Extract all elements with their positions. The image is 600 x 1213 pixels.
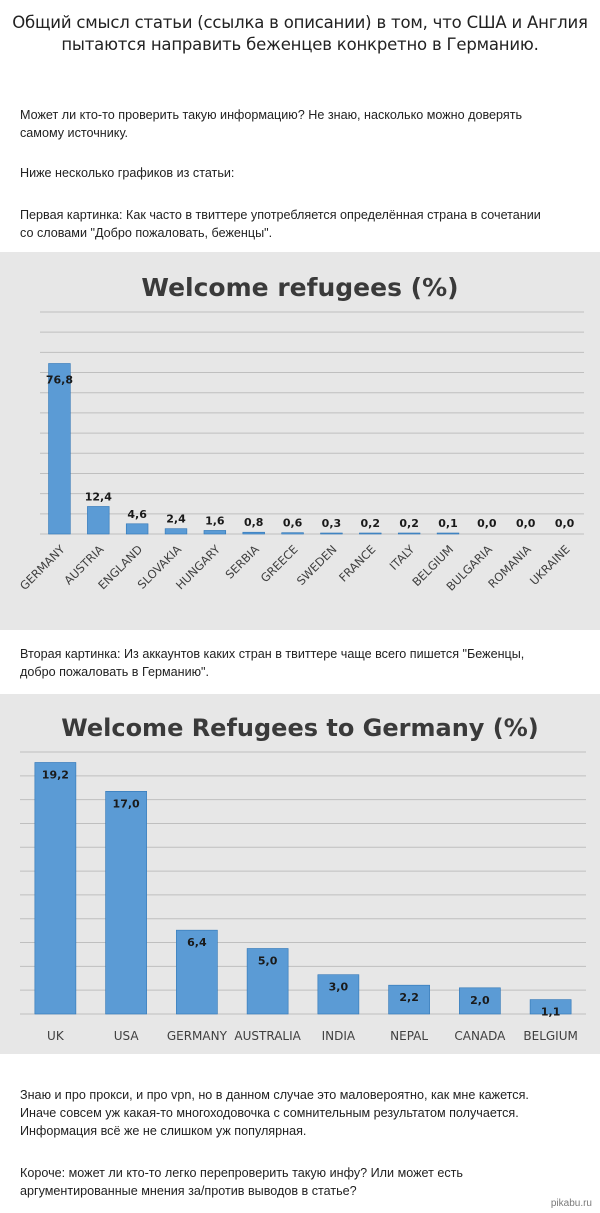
chart2-data-label-nepal: 2,2 bbox=[399, 991, 419, 1004]
chart2-tick-label-usa: USA bbox=[114, 1029, 140, 1043]
chart2-data-label-australia: 5,0 bbox=[258, 955, 278, 968]
chart2-bar-belgium bbox=[529, 999, 572, 1015]
watermark: pikabu.ru bbox=[550, 1198, 592, 1209]
chart2-bar-uk bbox=[34, 762, 77, 1015]
chart2-tick-label-uk: UK bbox=[47, 1029, 65, 1043]
chart2-bar-germany bbox=[176, 929, 218, 1015]
chart1-data-label-austria: 12,4 bbox=[85, 490, 112, 503]
chart1-bar-france bbox=[359, 532, 382, 535]
chart1-bar-slovakia bbox=[164, 528, 188, 535]
paragraph-5-line-3: Информация всё же не слишком уж популярн… bbox=[20, 1124, 307, 1138]
chart1-bar-serbia bbox=[242, 531, 265, 535]
chart1-data-label-england: 4,6 bbox=[127, 508, 147, 521]
chart-welcome-refugees-germany: Welcome Refugees to Germany (%) 19,2 UK 17,… bbox=[0, 694, 600, 1054]
paragraph-1-line-2: самому источнику. bbox=[20, 126, 128, 140]
paragraph-6-line-2: аргументированные мнения за/против вывод… bbox=[20, 1184, 357, 1198]
post-title-line-2: пытаются направить беженцев конкретно в … bbox=[61, 35, 539, 54]
post-title-line-1: Общий смысл статьи (ссылка в описании) в… bbox=[12, 13, 588, 32]
chart2-tick-label-nepal: NEPAL bbox=[390, 1029, 428, 1043]
chart2-bar-usa bbox=[105, 791, 147, 1015]
paragraph-5-line-1: Знаю и про прокси, и про vpn, но в данно… bbox=[20, 1088, 529, 1102]
chart1-data-label-serbia: 0,8 bbox=[244, 516, 264, 529]
paragraph-2: Ниже несколько графиков из статьи: bbox=[20, 166, 235, 180]
paragraph-6-line-1: Короче: может ли кто-то легко перепровер… bbox=[20, 1166, 463, 1180]
chart1-bar-sweden bbox=[320, 532, 343, 535]
paragraph-1: Может ли кто-то проверить такую информац… bbox=[20, 106, 580, 142]
paragraph-3-line-2: со словами "Добро пожаловать, беженцы". bbox=[20, 226, 273, 240]
chart1-bar-austria bbox=[87, 506, 110, 535]
chart1-data-label-hungary: 1,6 bbox=[205, 514, 225, 527]
chart2-data-label-uk: 19,2 bbox=[42, 768, 69, 781]
paragraph-5: Знаю и про прокси, и про vpn, но в данно… bbox=[20, 1086, 580, 1140]
chart2-tick-label-india: INDIA bbox=[322, 1029, 356, 1043]
chart1-data-label-greece: 0,6 bbox=[283, 517, 303, 530]
chart1-background bbox=[0, 252, 600, 630]
chart2-data-label-belgium: 1,1 bbox=[541, 1006, 561, 1019]
chart2-tick-label-belgium: BELGIUM bbox=[523, 1029, 577, 1043]
chart1-data-label-romania: 0,0 bbox=[516, 517, 536, 530]
chart2-bar-canada bbox=[459, 987, 501, 1015]
chart2-title: Welcome Refugees to Germany (%) bbox=[61, 714, 539, 742]
chart1-data-label-belgium: 0,1 bbox=[438, 517, 458, 530]
chart2-tick-label-germany: GERMANY bbox=[167, 1029, 228, 1043]
chart2-bar-australia bbox=[246, 948, 289, 1015]
chart2-data-label-usa: 17,0 bbox=[113, 797, 140, 810]
chart1-data-label-france: 0,2 bbox=[361, 517, 381, 530]
chart-welcome-refugees-svg: Welcome refugees (%)76,8GERMANY12,4AUSTR… bbox=[0, 252, 600, 630]
chart1-bar-hungary bbox=[203, 530, 227, 535]
paragraph-4: Вторая картинка: Из аккаунтов каких стра… bbox=[20, 645, 580, 681]
chart1-data-label-germany: 76,8 bbox=[46, 374, 73, 387]
chart2-data-label-germany: 6,4 bbox=[187, 936, 207, 949]
paragraph-1-line-1: Может ли кто-то проверить такую информац… bbox=[20, 108, 523, 122]
chart1-data-label-bulgaria: 0,0 bbox=[477, 517, 497, 530]
chart2-data-label-india: 3,0 bbox=[329, 981, 349, 994]
chart-welcome-refugees: Welcome refugees (%) 76,8 GERMANY 12,4 AUSTR… bbox=[0, 252, 600, 630]
chart2-bar-nepal bbox=[388, 984, 430, 1015]
paragraph-6: Короче: может ли кто-то легко перепровер… bbox=[20, 1164, 580, 1200]
chart1-bar-italy bbox=[397, 532, 421, 535]
chart1-bar-germany bbox=[48, 363, 71, 535]
paragraph-3: Первая картинка: Как часто в твиттере уп… bbox=[20, 206, 580, 242]
post-title: Общий смысл статьи (ссылка в описании) в… bbox=[0, 12, 600, 56]
chart1-data-label-slovakia: 2,4 bbox=[166, 513, 186, 526]
paragraph-4-line-2: добро пожаловать в Германию". bbox=[20, 665, 210, 679]
paragraph-3-line-1: Первая картинка: Как часто в твиттере уп… bbox=[20, 208, 541, 222]
chart-welcome-refugees-germany-svg: Welcome Refugees to Germany (%) 19,2 UK 17,… bbox=[0, 694, 600, 1054]
chart1-data-label-ukraine: 0,0 bbox=[555, 517, 575, 530]
chart2-bar-india bbox=[317, 974, 360, 1015]
chart1-data-label-italy: 0,2 bbox=[399, 517, 419, 530]
chart2-tick-label-canada: CANADA bbox=[454, 1029, 506, 1043]
chart1-bar-belgium bbox=[436, 532, 460, 535]
paragraph-5-line-2: Иначе совсем уж какая-то многоходовочка … bbox=[20, 1106, 519, 1120]
chart2-background bbox=[0, 694, 600, 1054]
paragraph-4-line-1: Вторая картинка: Из аккаунтов каких стра… bbox=[20, 647, 525, 661]
chart1-bar-england bbox=[125, 523, 149, 535]
chart1-title: Welcome refugees (%) bbox=[141, 273, 458, 302]
chart1-bar-greece bbox=[281, 532, 304, 535]
chart2-tick-label-australia: AUSTRALIA bbox=[234, 1029, 301, 1043]
chart1-data-label-sweden: 0,3 bbox=[322, 517, 342, 530]
chart2-data-label-canada: 2,0 bbox=[470, 994, 490, 1007]
